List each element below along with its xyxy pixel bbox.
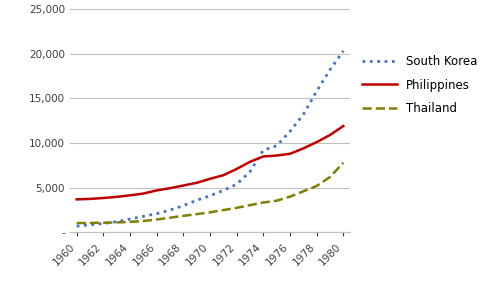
Philippines (327, 133, 333, 137)
South Korea (314, 89, 320, 93)
Philippines (207, 177, 213, 181)
Thailand (127, 220, 133, 224)
South Korea (234, 182, 239, 186)
Philippines (234, 167, 239, 171)
Thailand (234, 206, 239, 210)
Line: South Korea: South Korea (76, 51, 344, 226)
South Korea (127, 217, 133, 221)
South Korea (87, 223, 93, 227)
South Korea (114, 220, 119, 224)
Thailand (100, 221, 106, 225)
South Korea (100, 222, 106, 225)
South Korea (260, 148, 266, 152)
Thailand (260, 201, 266, 204)
Philippines (314, 140, 320, 144)
South Korea (180, 204, 186, 207)
South Korea (167, 208, 173, 212)
Thailand (247, 204, 253, 207)
Philippines (287, 152, 293, 156)
South Korea (154, 212, 160, 215)
South Korea (327, 68, 333, 72)
Philippines (74, 198, 80, 201)
Philippines (154, 189, 160, 192)
Thailand (287, 195, 293, 198)
Philippines (260, 155, 266, 158)
Philippines (114, 195, 119, 199)
Philippines (340, 124, 346, 128)
Thailand (140, 219, 146, 223)
Thailand (167, 216, 173, 219)
South Korea (220, 189, 226, 192)
Philippines (274, 154, 280, 157)
South Korea (274, 144, 280, 148)
Thailand (87, 221, 93, 225)
Thailand (207, 211, 213, 214)
Philippines (180, 184, 186, 187)
Line: Thailand: Thailand (76, 163, 344, 223)
Thailand (194, 212, 200, 216)
Philippines (167, 187, 173, 190)
Thailand (327, 175, 333, 179)
Philippines (100, 196, 106, 200)
Thailand (300, 190, 306, 193)
Thailand (220, 208, 226, 212)
Philippines (127, 194, 133, 197)
Philippines (300, 147, 306, 150)
South Korea (300, 113, 306, 116)
Thailand (180, 214, 186, 218)
Philippines (194, 181, 200, 185)
South Korea (340, 49, 346, 53)
Line: Philippines: Philippines (76, 126, 344, 199)
Thailand (74, 221, 80, 225)
Philippines (87, 197, 93, 201)
South Korea (247, 170, 253, 173)
South Korea (74, 224, 80, 228)
Philippines (247, 160, 253, 164)
South Korea (287, 130, 293, 133)
Philippines (220, 173, 226, 177)
South Korea (194, 198, 200, 202)
Thailand (114, 221, 119, 224)
Thailand (154, 218, 160, 221)
South Korea (140, 215, 146, 218)
Thailand (314, 184, 320, 188)
South Korea (207, 194, 213, 198)
Thailand (340, 161, 346, 164)
Legend: South Korea, Philippines, Thailand: South Korea, Philippines, Thailand (362, 55, 478, 115)
Thailand (274, 199, 280, 203)
Philippines (140, 192, 146, 195)
